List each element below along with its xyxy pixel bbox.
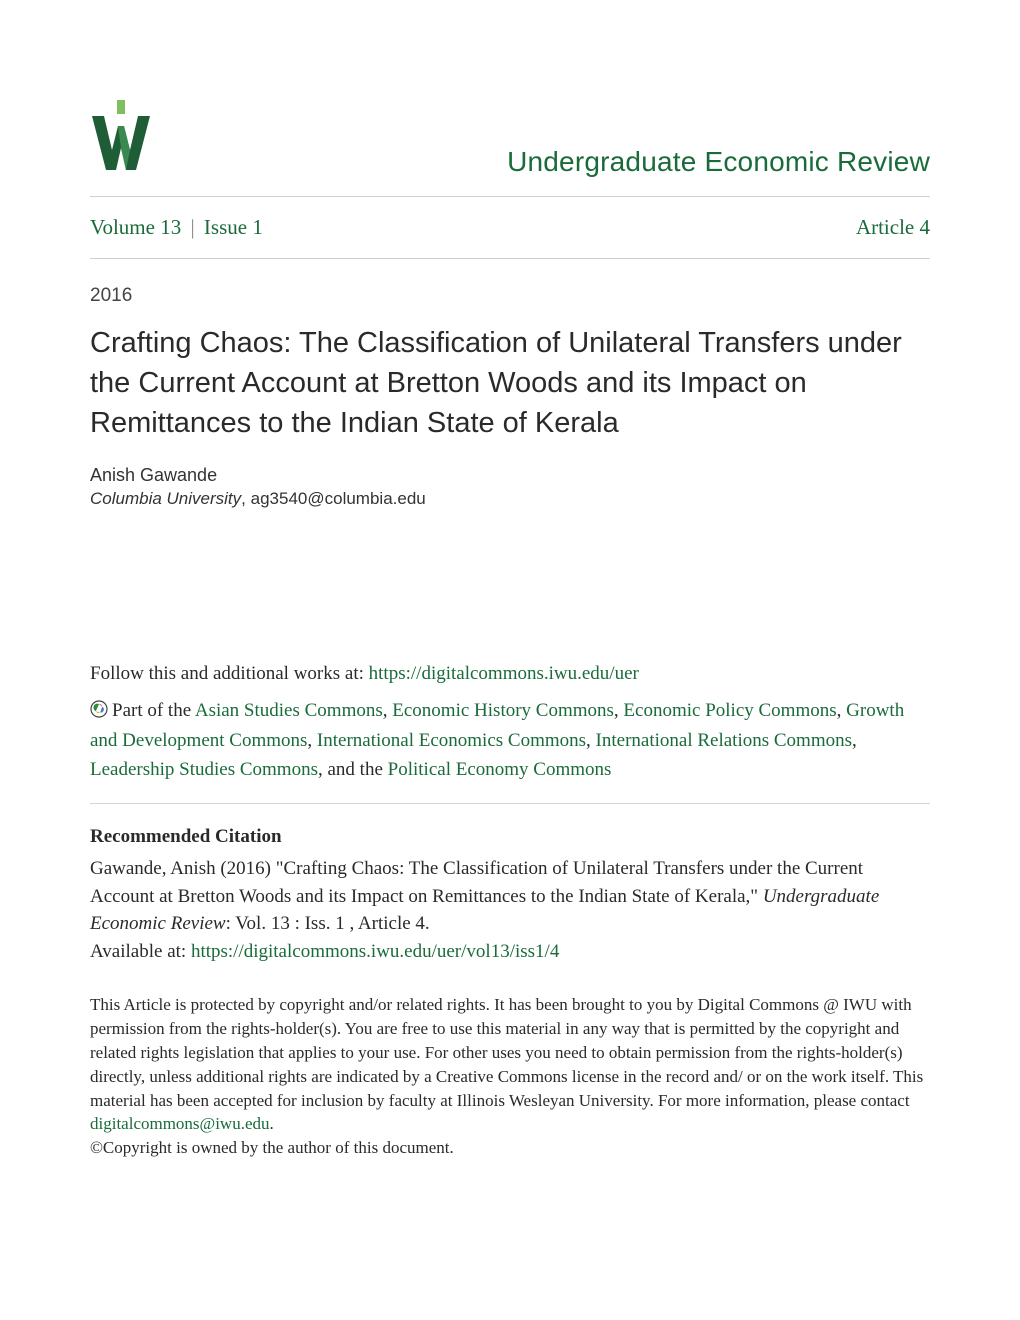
article-number-link[interactable]: Article 4 [856,215,930,240]
and-the-text: , and the [318,759,388,780]
citation-body-post: : Vol. 13 : Iss. 1 , Article 4. [226,913,430,934]
part-of-line: Part of the Asian Studies Commons, Econo… [90,696,930,784]
commons-link[interactable]: Leadership Studies Commons [90,759,318,780]
author-institution: Columbia University [90,489,241,508]
divider [90,258,930,259]
commons-link[interactable]: Political Economy Commons [388,759,612,780]
part-of-lead: Part of the [112,700,195,721]
available-at-label: Available at: [90,941,191,962]
author-name: Anish Gawande [90,465,930,486]
pipe-divider: | [190,215,194,239]
issue-link[interactable]: Issue 1 [204,215,263,239]
follow-line: Follow this and additional works at: htt… [90,659,930,688]
commons-link[interactable]: Economic Policy Commons [623,700,836,721]
divider [90,803,930,804]
article-title: Crafting Chaos: The Classification of Un… [90,323,930,443]
commons-link[interactable]: International Relations Commons [596,730,852,751]
author-affiliation: Columbia University, ag3540@columbia.edu [90,489,930,509]
publication-year: 2016 [90,285,930,307]
volume-issue-row: Volume 13 | Issue 1 Article 4 [90,197,930,258]
follow-block: Follow this and additional works at: htt… [90,659,930,1160]
follow-prefix: Follow this and additional works at: [90,663,369,684]
citation-block: Recommended Citation Gawande, Anish (201… [90,822,930,966]
commons-link[interactable]: Economic History Commons [392,700,614,721]
citation-body-pre: Gawande, Anish (2016) "Crafting Chaos: T… [90,858,863,907]
citation-heading: Recommended Citation [90,822,930,851]
citation-text: Gawande, Anish (2016) "Crafting Chaos: T… [90,855,930,965]
volume-issue-left: Volume 13 | Issue 1 [90,215,263,240]
volume-link[interactable]: Volume 13 [90,215,181,239]
commons-link[interactable]: Asian Studies Commons [195,700,383,721]
copyright-body: This Article is protected by copyright a… [90,995,923,1109]
copyright-body-after: . [270,1114,274,1133]
copyright-owner-line: ©Copyright is owned by the author of thi… [90,1138,454,1157]
institution-logo [90,100,152,178]
repository-link[interactable]: https://digitalcommons.iwu.edu/uer [369,663,639,684]
affiliation-separator: , [241,489,250,508]
network-icon [90,698,108,716]
author-email: ag3540@columbia.edu [251,489,426,508]
article-url-link[interactable]: https://digitalcommons.iwu.edu/uer/vol13… [191,941,559,962]
journal-title: Undergraduate Economic Review [507,146,930,178]
header-row: Undergraduate Economic Review [90,100,930,178]
copyright-block: This Article is protected by copyright a… [90,993,930,1160]
commons-link[interactable]: International Economics Commons [317,730,586,751]
contact-email-link[interactable]: digitalcommons@iwu.edu [90,1114,270,1133]
